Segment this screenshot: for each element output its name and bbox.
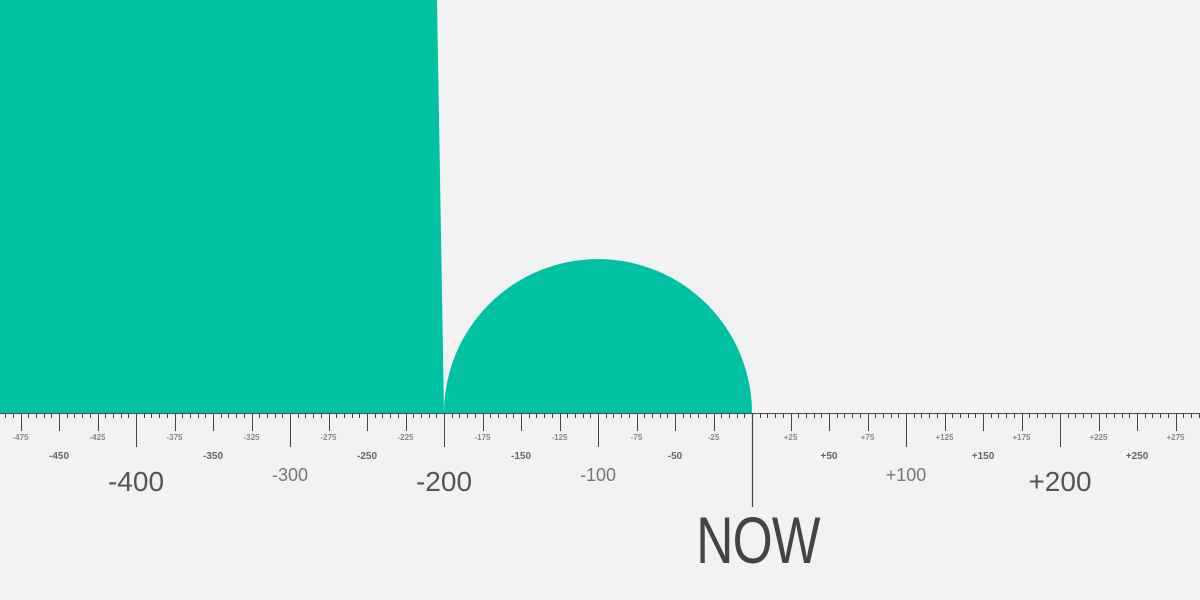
tick-label-50: -450 <box>49 451 69 462</box>
tick-label-50: +250 <box>1126 451 1149 462</box>
tick-label-major: +200 <box>1028 466 1091 497</box>
tick-label-25: +25 <box>784 433 798 442</box>
tick-label-25: -25 <box>708 433 720 442</box>
tick-label-25: -425 <box>89 433 106 442</box>
tick-label-major: -200 <box>416 466 472 497</box>
tick-label-25: -75 <box>631 433 643 442</box>
tick-label-50: +150 <box>972 451 995 462</box>
tick-label-25: -175 <box>474 433 491 442</box>
tick-label-25: +125 <box>935 433 954 442</box>
tick-label-50: -350 <box>203 451 223 462</box>
tick-label-25: +75 <box>861 433 875 442</box>
tick-label-25: +275 <box>1166 433 1185 442</box>
tick-label-25: -475 <box>12 433 29 442</box>
large-block-shape <box>0 0 444 413</box>
tick-label-25: +175 <box>1012 433 1031 442</box>
tick-label-25: +225 <box>1089 433 1108 442</box>
tick-label-50: -50 <box>668 451 683 462</box>
tick-label-50: -150 <box>511 451 531 462</box>
tick-label-25: -125 <box>551 433 568 442</box>
tick-label-50: +50 <box>821 451 838 462</box>
tick-label-100: +100 <box>886 465 927 485</box>
tick-label-25: -225 <box>397 433 414 442</box>
tick-label-25: -325 <box>243 433 260 442</box>
tick-label-major: -400 <box>108 466 164 497</box>
tick-label-100: -300 <box>272 465 308 485</box>
tick-label-100: -100 <box>580 465 616 485</box>
tick-label-50: -250 <box>357 451 377 462</box>
semicircle-shape <box>444 259 752 413</box>
now-label: NOW <box>696 503 820 577</box>
tick-label-25: -275 <box>320 433 337 442</box>
tick-label-25: -375 <box>166 433 183 442</box>
